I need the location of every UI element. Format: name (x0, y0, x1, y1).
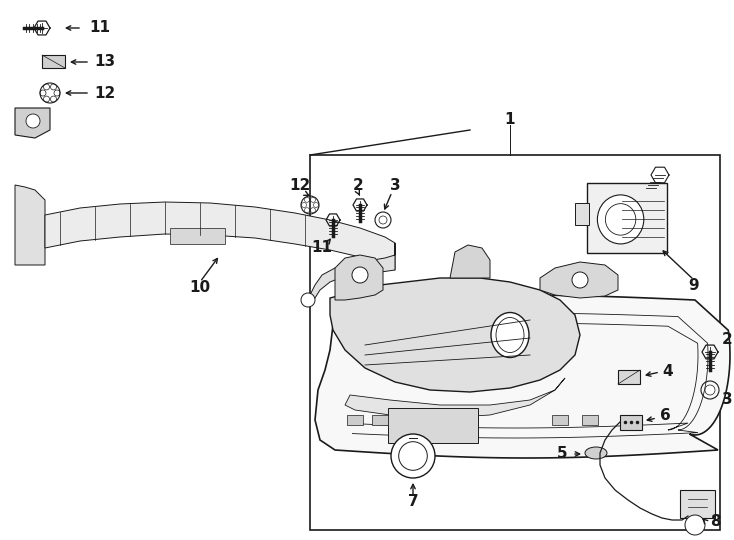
Text: 13: 13 (95, 55, 115, 70)
Bar (170, 228, 225, 244)
Polygon shape (45, 202, 395, 270)
Bar (552, 415, 568, 425)
Circle shape (352, 267, 368, 283)
Polygon shape (15, 108, 50, 138)
Circle shape (26, 114, 40, 128)
Text: 1: 1 (505, 112, 515, 127)
Circle shape (301, 293, 315, 307)
Text: 5: 5 (556, 447, 567, 462)
Text: 11: 11 (311, 240, 333, 255)
Polygon shape (315, 295, 730, 458)
Polygon shape (450, 245, 490, 278)
Bar (388, 408, 478, 443)
Text: 8: 8 (710, 515, 720, 530)
Polygon shape (540, 262, 618, 298)
Text: 12: 12 (289, 178, 310, 192)
Text: 9: 9 (688, 278, 700, 293)
Text: 2: 2 (352, 178, 363, 192)
Text: 3: 3 (390, 178, 400, 192)
Circle shape (391, 434, 435, 478)
Text: 3: 3 (722, 393, 733, 408)
Polygon shape (335, 255, 383, 300)
Text: 6: 6 (660, 408, 670, 422)
Ellipse shape (585, 447, 607, 459)
Text: 7: 7 (407, 495, 418, 510)
Circle shape (705, 385, 715, 395)
Bar (310, 155, 720, 530)
Bar (587, 183, 667, 253)
Polygon shape (345, 378, 565, 418)
Bar (620, 415, 642, 430)
Ellipse shape (491, 313, 529, 357)
Bar (680, 490, 715, 518)
Text: 2: 2 (722, 333, 733, 348)
Bar (575, 203, 589, 225)
Polygon shape (330, 278, 580, 392)
Bar (372, 415, 388, 425)
Polygon shape (310, 243, 395, 305)
Text: 10: 10 (189, 280, 211, 295)
Text: 4: 4 (663, 364, 673, 380)
Text: 12: 12 (95, 85, 116, 100)
Text: 11: 11 (90, 21, 111, 36)
Polygon shape (42, 55, 65, 68)
Bar (618, 370, 640, 384)
Polygon shape (15, 185, 45, 265)
Circle shape (572, 272, 588, 288)
Ellipse shape (597, 195, 644, 244)
Bar (347, 415, 363, 425)
Circle shape (685, 515, 705, 535)
Bar (582, 415, 598, 425)
